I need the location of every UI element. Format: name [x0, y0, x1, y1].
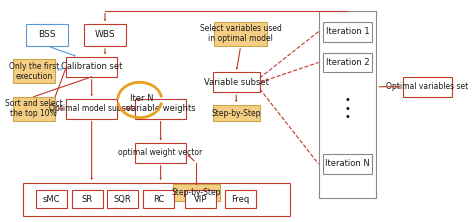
Bar	[72, 190, 103, 208]
Bar	[26, 24, 68, 46]
Bar	[173, 184, 219, 201]
Text: Sort and select
the top 10%: Sort and select the top 10%	[5, 99, 63, 119]
Bar	[403, 77, 452, 97]
Text: Calibration set: Calibration set	[61, 62, 122, 71]
Bar	[213, 72, 260, 92]
Bar	[323, 154, 372, 174]
Text: optimal weight vector: optimal weight vector	[118, 149, 203, 157]
Text: sMC: sMC	[43, 195, 60, 204]
Text: Iteration 2: Iteration 2	[326, 58, 369, 67]
Text: WBS: WBS	[95, 30, 115, 39]
Bar	[13, 97, 55, 121]
Text: RC: RC	[153, 195, 164, 204]
Text: •
•
•: • • •	[345, 95, 350, 122]
Text: Optimal model subset: Optimal model subset	[49, 104, 134, 113]
Bar	[225, 190, 256, 208]
Bar	[23, 183, 290, 216]
Text: BSS: BSS	[38, 30, 56, 39]
Bar	[13, 59, 55, 83]
Text: Optimal variables set: Optimal variables set	[386, 82, 469, 91]
Text: Only the first
execution: Only the first execution	[9, 61, 59, 81]
Text: Freq: Freq	[232, 195, 250, 204]
Text: Iter N: Iter N	[130, 94, 154, 103]
Bar	[107, 190, 138, 208]
Text: SR: SR	[82, 195, 93, 204]
Text: Select variables used
in optimal model: Select variables used in optimal model	[200, 24, 282, 44]
Bar	[214, 22, 267, 46]
Bar	[185, 190, 216, 208]
Bar	[319, 11, 376, 198]
Bar	[66, 99, 117, 119]
Bar	[323, 53, 372, 72]
Text: SQR: SQR	[114, 195, 132, 204]
Bar	[213, 105, 260, 121]
Bar	[66, 57, 117, 77]
Text: Iteration N: Iteration N	[325, 159, 370, 168]
Text: Variable subset: Variable subset	[204, 78, 269, 87]
Text: Iteration 1: Iteration 1	[326, 27, 369, 36]
Text: Step-by-Step: Step-by-Step	[172, 188, 221, 197]
Bar	[84, 24, 126, 46]
Text: VIP: VIP	[194, 195, 207, 204]
Text: Step-by-Step: Step-by-Step	[211, 109, 261, 118]
Bar	[36, 190, 67, 208]
Bar	[323, 22, 372, 42]
Text: variable weights: variable weights	[126, 104, 195, 113]
Bar	[135, 99, 186, 119]
Bar	[135, 143, 186, 163]
Bar	[143, 190, 174, 208]
